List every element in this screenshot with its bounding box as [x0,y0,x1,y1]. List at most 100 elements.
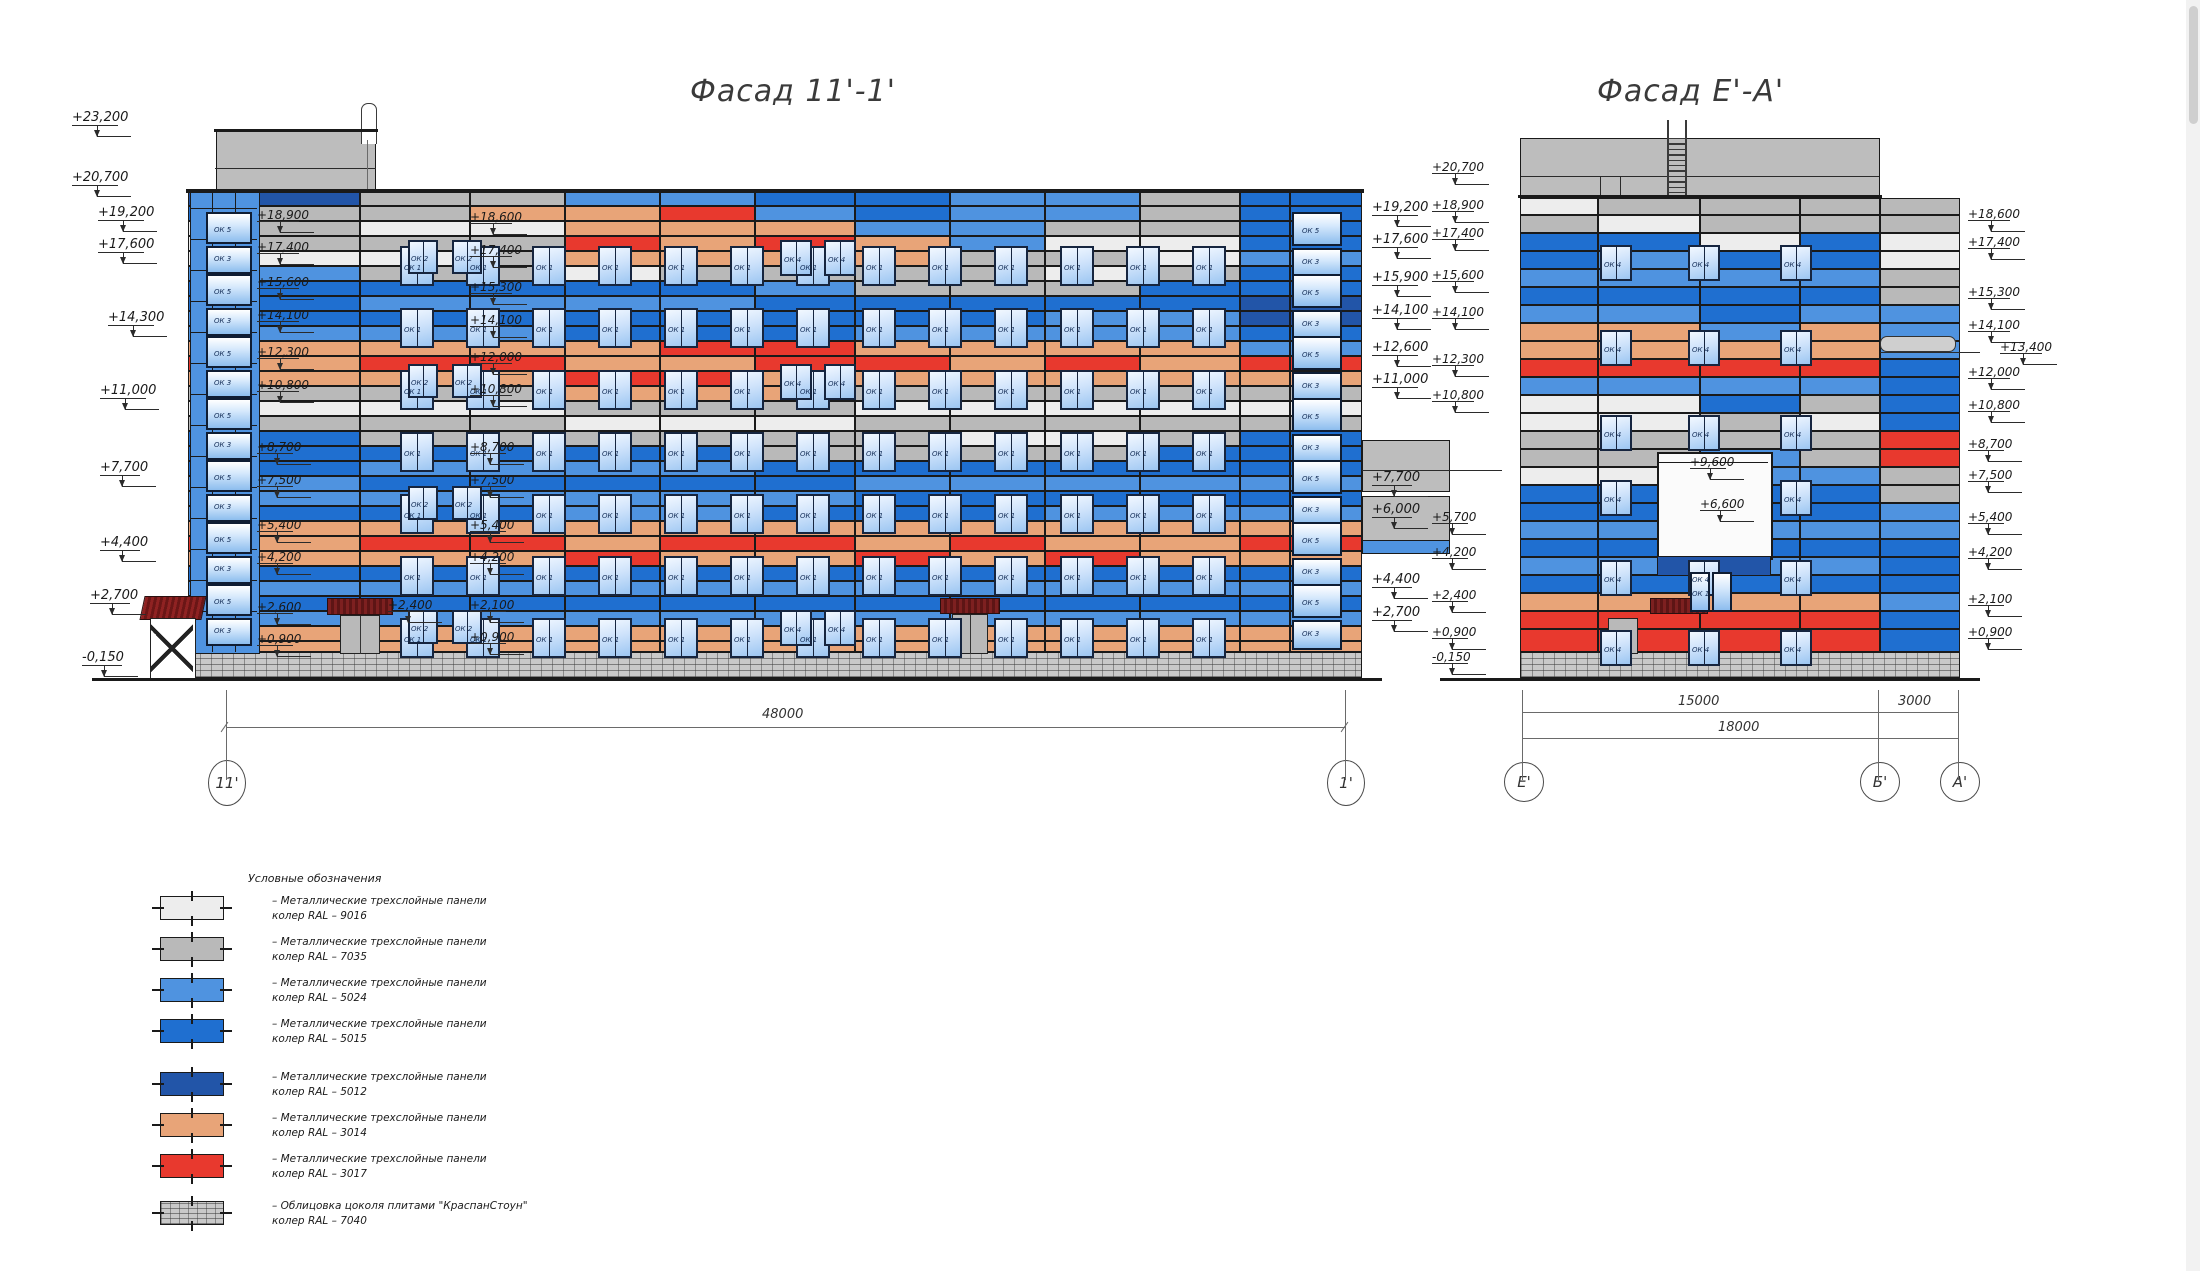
facade-panel [1800,539,1880,557]
elevation-mark-right: +15,300 [1968,285,2021,299]
elevation-mark-inner: +7,500 [257,473,302,487]
mark-underline [257,531,293,532]
elevation-mark-inner-arrow [273,568,280,575]
mark-leader [276,497,311,498]
facade-panel [1800,395,1880,413]
elevation-mark-right: +12,600 [1372,340,1429,355]
facade-panel [1800,413,1880,431]
legend-tick [191,1196,193,1206]
elevation-mark-right-arrow [1390,625,1397,632]
elevation-mark-inner-arrow [1706,473,1713,480]
elevation-mark-right: +2,100 [1968,592,2013,606]
dimension-48000: 48000 [762,707,804,722]
facade-panel [1880,539,1960,557]
scrollbar[interactable] [2186,0,2200,1271]
elevation-mark-left: +19,200 [98,205,155,220]
mark-underline [90,603,130,604]
elevation-mark-right-arrow [1984,643,1991,650]
mark-underline [98,220,145,221]
legend-tick [152,1212,164,1214]
legend-tick [220,1165,232,1167]
window-ok4 [780,364,812,400]
window-ok1 [466,308,500,348]
facade-panel [1045,596,1140,611]
facade-panel [855,356,950,371]
facade-panel [1800,557,1880,575]
facade-panel [1880,377,1960,395]
facade-panel [1240,371,1290,386]
legend-tick [191,1149,193,1159]
elevation-mark-right-arrow [1984,563,1991,570]
mark-underline [470,326,512,327]
window-ok1 [928,618,962,658]
window-ok1 [466,432,500,472]
window-ok1 [730,494,764,534]
facade-panel [1520,467,1598,485]
drawing-line [1522,738,1958,739]
facade-panel [258,581,360,596]
facade-panel [855,536,950,551]
mark-leader [1987,569,2022,570]
elevation-mark-right-arrow [1988,303,1995,310]
window-ok4 [1780,480,1812,516]
facade-panel [1520,521,1598,539]
mark-underline [1968,220,2010,221]
facade-panel [1240,281,1290,296]
mark-underline [1432,523,1468,524]
window-ok4 [1688,630,1720,666]
window-ok3 [206,432,252,460]
elevation-mark-right-arrow [1390,522,1397,529]
facade-panel [1240,326,1290,341]
elevation-mark-inner-arrow [273,618,280,625]
mark-underline [1968,331,2010,332]
mark-underline [100,398,147,399]
elevation-mark-inner: +15,600 [257,275,310,289]
mark-underline [257,221,299,222]
elevation-mark-inner: +5,400 [470,518,515,532]
facade-panel [565,596,660,611]
mark-underline [1432,173,1474,174]
drawing-line [1521,176,1879,177]
elevation-mark-inner-arrow [490,261,497,268]
facade-panel [1045,221,1140,236]
window-ok1 [928,432,962,472]
window-ok3 [1292,310,1342,340]
mark-leader [1991,231,2026,232]
scrollbar-thumb[interactable] [2189,6,2198,124]
window-ok1 [400,432,434,472]
mark-leader [1987,534,2022,535]
facade-panel [565,206,660,221]
porch-bracing [151,619,193,677]
ladder-rung [1667,192,1687,194]
elevation-mark-left-arrow [1452,323,1459,330]
facade-panel [565,476,660,491]
drawing-line [1522,690,1523,780]
facade-panel [1598,198,1700,215]
facade-panel [755,206,855,221]
window-ok2 [452,240,482,274]
window-ok1 [664,308,698,348]
elevation-mark-right: +0,900 [1968,625,2013,639]
mark-underline [1432,401,1474,402]
window-ok3 [206,618,252,646]
facade-panel [1140,296,1240,311]
facade-panel [1700,215,1800,233]
elevation-mark-right-arrow [1394,323,1401,330]
ladder-rung [1667,175,1687,178]
ladder-rail [1667,120,1669,196]
legend-tick [152,989,164,991]
facade-panel [1520,449,1598,467]
drawing-line [226,690,227,780]
window-ok4 [1688,330,1720,366]
window-ok1 [664,618,698,658]
mark-underline [72,125,119,126]
elevation-mark-left: +10,800 [1432,388,1485,402]
facade-panel [1880,215,1960,233]
side-wing-upper [1362,440,1450,492]
mark-leader [1991,309,2026,310]
window-ok5 [206,522,252,554]
window-ok1 [928,494,962,534]
mark-leader [276,656,311,657]
mark-underline [2000,353,2042,354]
facade-panel [1800,503,1880,521]
